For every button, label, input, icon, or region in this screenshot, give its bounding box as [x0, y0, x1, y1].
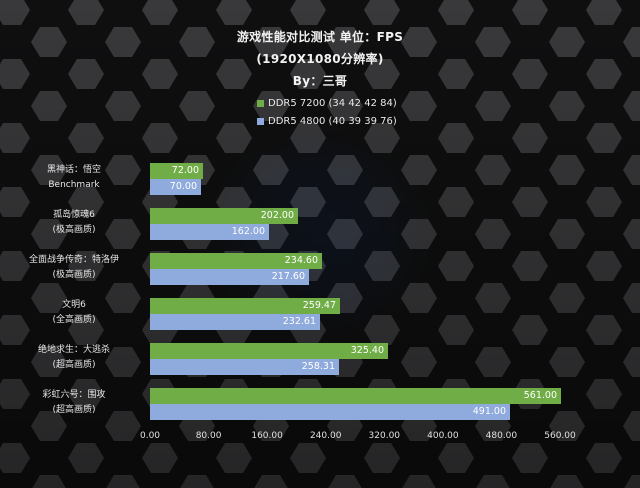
x-tick-label: 160.00 — [251, 431, 283, 441]
bar-ddr5-4800: 232.61 — [150, 314, 320, 330]
legend-label: DDR5 7200 (34 42 42 84) — [268, 98, 397, 109]
chart-title: 游戏性能对比测试 单位：FPS — [236, 30, 404, 44]
bar-ddr5-7200: 202.00 — [150, 208, 298, 224]
x-tick-label: 0.00 — [139, 431, 161, 441]
legend-swatch-green — [257, 100, 264, 107]
bar-ddr5-4800: 217.60 — [150, 269, 309, 285]
legend-item-ddr5-4800: DDR5 4800 (40 39 39 76) — [257, 116, 397, 127]
bar-ddr5-7200: 325.40 — [150, 343, 388, 359]
bar-ddr5-7200: 72.00 — [150, 163, 203, 179]
x-tick-label: 80.00 — [195, 431, 222, 441]
category-label: 文明6 (全高画质) — [52, 300, 96, 325]
x-tick-label: 320.00 — [368, 431, 401, 441]
bar-ddr5-7200: 259.47 — [150, 298, 340, 314]
bar-ddr5-7200: 234.60 — [150, 253, 322, 269]
category-label: 黑神话：悟空 Benchmark — [46, 165, 101, 190]
x-tick-label: 560.00 — [544, 431, 576, 441]
chart-subtitle: (1920X1080分辨率) — [256, 52, 384, 66]
legend-item-ddr5-7200: DDR5 7200 (34 42 42 84) — [257, 98, 397, 109]
legend-label: DDR5 4800 (40 39 39 76) — [268, 116, 397, 127]
legend-swatch-blue — [257, 118, 264, 125]
x-tick-label: 400.00 — [427, 431, 459, 441]
bar-ddr5-4800: 258.31 — [150, 359, 339, 375]
bar-ddr5-4800: 70.00 — [150, 179, 201, 195]
x-tick-label: 480.00 — [485, 431, 518, 441]
bar-ddr5-4800: 162.00 — [150, 224, 269, 240]
bar-ddr5-7200: 561.00 — [150, 388, 561, 404]
category-label: 彩虹六号：围攻 (超高画质) — [42, 390, 106, 415]
chart-author: By：三哥 — [292, 74, 348, 88]
category-label: 绝地求生：大逃杀 (超高画质) — [37, 345, 110, 370]
x-tick-label: 240.00 — [309, 431, 342, 441]
bar-ddr5-4800: 491.00 — [150, 404, 510, 420]
category-label: 全面战争传奇：特洛伊 (极高画质) — [28, 255, 119, 280]
category-label: 孤岛惊魂6 (极高画质) — [52, 210, 96, 235]
